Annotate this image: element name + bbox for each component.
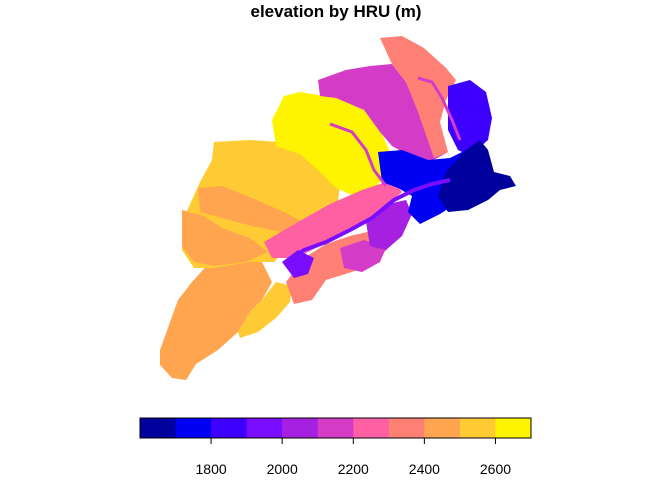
- hru-region-pink-central: [264, 180, 402, 258]
- legend-tick-label: 2600: [480, 461, 511, 477]
- hru-region-yellow-north: [272, 92, 390, 196]
- hru-region-purple-central: [366, 200, 412, 250]
- hru-region-salmon-north: [380, 36, 456, 158]
- legend-swatch: [495, 418, 532, 438]
- hru-region-magenta-east: [340, 240, 386, 272]
- map-title: elevation by HRU (m): [250, 2, 422, 21]
- hru-channel-network: [284, 178, 451, 264]
- legend-frame: [139, 417, 532, 439]
- hru-region-violet-ne: [448, 80, 492, 156]
- legend-swatch: [282, 418, 319, 438]
- legend-tick-label: 2400: [409, 461, 440, 477]
- legend-tick-label: 2200: [338, 461, 369, 477]
- legend-swatch: [175, 418, 212, 438]
- hru-region-magenta-north: [318, 64, 448, 162]
- legend-tick-label: 2000: [267, 461, 298, 477]
- legend-swatch: [353, 418, 390, 438]
- hru-region-navy-outlet: [438, 140, 516, 212]
- hru-region-orange-west: [198, 186, 302, 232]
- hru-channel-ne: [417, 76, 462, 141]
- hru-region-orange-west-2: [182, 210, 268, 266]
- legend-swatch: [211, 418, 248, 438]
- legend-swatch: [424, 418, 461, 438]
- legend-swatch: [459, 418, 496, 438]
- watershed-hru-regions: [160, 36, 516, 380]
- legend-swatch: [317, 418, 354, 438]
- hru-region-orange-sw: [160, 258, 272, 380]
- legend-swatch: [388, 418, 425, 438]
- elevation-legend: 1800 2000 2200 2400 2600: [139, 417, 532, 477]
- legend-swatch: [246, 418, 283, 438]
- hru-region-golden-sw: [238, 282, 292, 338]
- legend-tick-label: 1800: [196, 461, 227, 477]
- hru-channel-north: [329, 122, 388, 187]
- legend-swatch: [140, 418, 177, 438]
